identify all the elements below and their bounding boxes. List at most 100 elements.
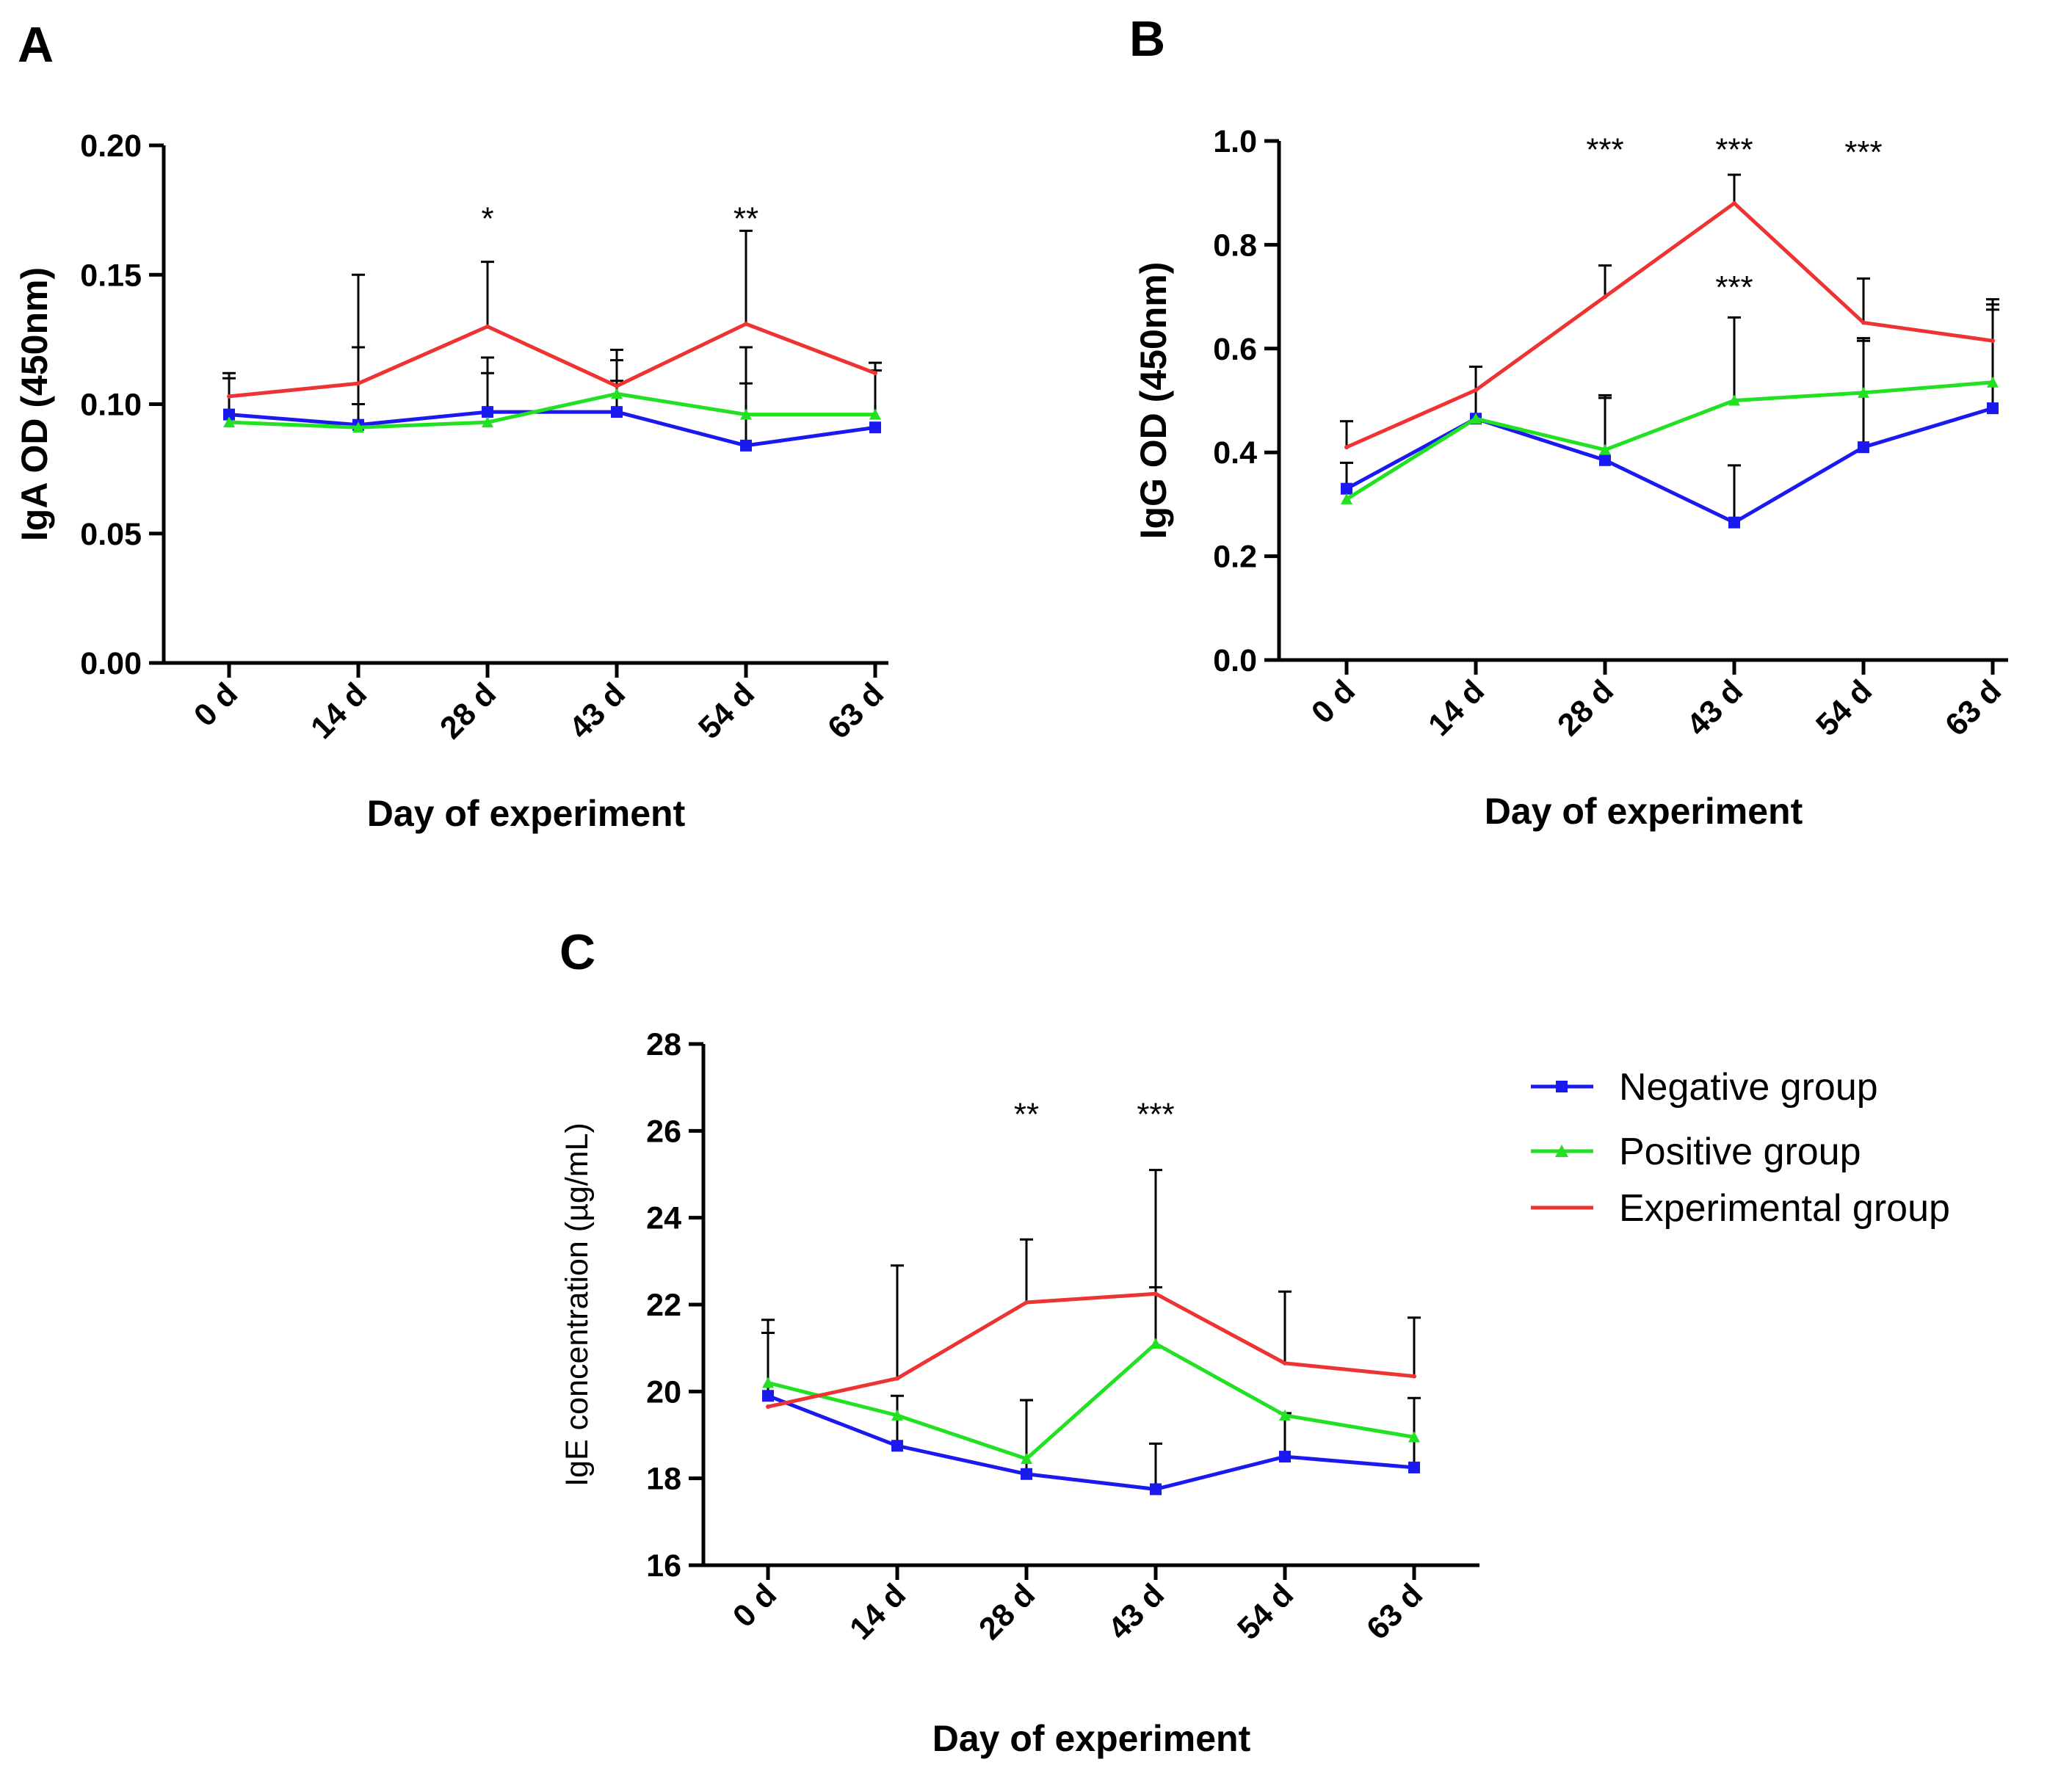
significance-label-a: * — [481, 201, 493, 237]
x-tick-label-a: 0 d — [187, 676, 244, 733]
data-point-negative — [482, 406, 493, 418]
series-line-experimental — [1345, 201, 1993, 449]
series-line-negative — [767, 1393, 1415, 1491]
data-point-experimental — [895, 1376, 899, 1381]
data-point-experimental — [1024, 1300, 1029, 1305]
data-point-positive — [891, 1409, 903, 1421]
legend-label-experimental: Experimental group — [1619, 1187, 1950, 1230]
data-point-experimental — [1991, 338, 1995, 344]
y-tick-label-b: 0.8 — [1213, 228, 1257, 263]
y-tick-label-a: 0.10 — [80, 388, 142, 423]
data-point-experimental — [1861, 320, 1866, 325]
y-axis-title-b: IgG OD (450nm) — [1133, 262, 1174, 540]
significance-label-a: ** — [733, 201, 758, 237]
data-point-negative — [611, 406, 623, 418]
data-point-negative — [1279, 1451, 1291, 1463]
data-point-experimental — [1412, 1374, 1416, 1379]
data-point-positive — [1728, 394, 1740, 406]
y-tick-label-c: 16 — [646, 1548, 681, 1584]
significance-label-b: *** — [1715, 269, 1753, 305]
data-point-positive — [1150, 1338, 1162, 1349]
x-tick-label-a: 14 d — [304, 676, 374, 746]
data-point-negative — [223, 408, 235, 421]
data-point-negative — [1150, 1483, 1162, 1495]
series-line-negative — [228, 410, 876, 448]
data-point-positive — [1599, 443, 1611, 455]
data-point-experimental — [227, 394, 231, 399]
data-point-positive — [1279, 1409, 1291, 1421]
series-line-experimental — [228, 322, 876, 399]
x-tick-label-a: 54 d — [692, 676, 761, 746]
data-point-positive — [352, 421, 364, 433]
significance-label-b: *** — [1586, 132, 1623, 168]
x-tick-label-b: 28 d — [1551, 673, 1620, 743]
data-point-experimental — [615, 383, 619, 388]
y-tick-label-a: 0.05 — [80, 517, 142, 552]
x-tick-label-c: 54 d — [1231, 1577, 1300, 1647]
data-point-positive — [1021, 1453, 1032, 1465]
panel-letter-c: C — [559, 924, 595, 980]
data-point-experimental — [1732, 200, 1736, 206]
y-tick-label-a: 0.20 — [80, 128, 142, 164]
y-tick-label-a: 0.00 — [80, 646, 142, 681]
panel-letter-a: A — [18, 17, 54, 73]
data-point-negative — [1599, 454, 1611, 466]
y-tick-label-c: 22 — [646, 1288, 681, 1323]
y-tick-label-a: 0.15 — [80, 258, 142, 293]
data-point-experimental — [1283, 1360, 1287, 1366]
y-axis-title-c: IgE concentration (µg/mL) — [559, 1123, 595, 1487]
y-tick-label-b: 1.0 — [1213, 124, 1257, 159]
data-point-positive — [1408, 1431, 1420, 1443]
x-tick-label-a: 43 d — [562, 676, 632, 746]
data-point-positive — [482, 416, 493, 428]
x-tick-label-b: 43 d — [1680, 673, 1750, 743]
data-point-negative — [869, 421, 881, 434]
legend-item-experimental: Experimental group — [1531, 1187, 1950, 1230]
y-tick-label-c: 26 — [646, 1114, 681, 1149]
x-tick-label-c: 63 d — [1360, 1577, 1430, 1647]
y-tick-label-b: 0.0 — [1213, 643, 1257, 678]
x-tick-label-c: 0 d — [726, 1577, 783, 1634]
x-tick-label-b: 63 d — [1938, 673, 2008, 743]
x-axis-title-a: Day of experiment — [367, 793, 686, 834]
y-tick-label-c: 24 — [646, 1201, 681, 1236]
series-line-positive — [228, 391, 875, 429]
x-tick-label-a: 28 d — [433, 676, 503, 746]
legend-item-positive: Positive group — [1531, 1131, 1861, 1173]
data-point-negative — [1728, 516, 1740, 529]
data-point-positive — [611, 388, 623, 399]
y-tick-label-c: 18 — [646, 1462, 681, 1497]
data-point-negative — [1408, 1461, 1420, 1473]
data-point-negative — [762, 1390, 774, 1402]
data-point-negative — [1858, 441, 1869, 454]
data-point-experimental — [766, 1404, 770, 1410]
data-point-experimental — [1603, 294, 1607, 300]
data-point-positive — [223, 416, 235, 428]
y-axis-title-a: IgA OD (450nm) — [14, 267, 55, 541]
x-tick-label-a: 63 d — [821, 676, 891, 746]
y-tick-label-b: 0.6 — [1213, 332, 1257, 367]
series-line-experimental — [767, 1291, 1415, 1409]
y-tick-label-b: 0.2 — [1213, 540, 1257, 575]
significance-label-b: *** — [1844, 134, 1882, 170]
data-point-positive — [762, 1377, 774, 1388]
x-tick-label-c: 28 d — [972, 1577, 1042, 1647]
data-point-experimental — [485, 324, 490, 329]
legend-marker-square — [1556, 1081, 1568, 1092]
data-point-experimental — [356, 381, 361, 386]
panel-a-iga-chart: 0.00 0.05 0.10 0.15 0.20 0 d 14 d 28 d 43 d 54 d 6… — [14, 128, 891, 834]
x-axis-title-b: Day of experiment — [1485, 791, 1803, 832]
legend-label-negative: Negative group — [1619, 1066, 1878, 1109]
data-point-negative — [1987, 402, 1999, 415]
significance-label-b: *** — [1715, 132, 1753, 168]
legend: Negative group Positive group Experiment… — [1531, 1066, 1950, 1230]
data-point-experimental — [1344, 445, 1349, 450]
x-tick-label-c: 43 d — [1101, 1577, 1171, 1647]
y-tick-label-c: 20 — [646, 1374, 681, 1410]
legend-label-positive: Positive group — [1619, 1131, 1861, 1173]
data-point-positive — [740, 408, 752, 420]
data-point-experimental — [1153, 1291, 1158, 1297]
panel-letter-b: B — [1129, 11, 1165, 67]
data-point-negative — [1021, 1468, 1032, 1480]
